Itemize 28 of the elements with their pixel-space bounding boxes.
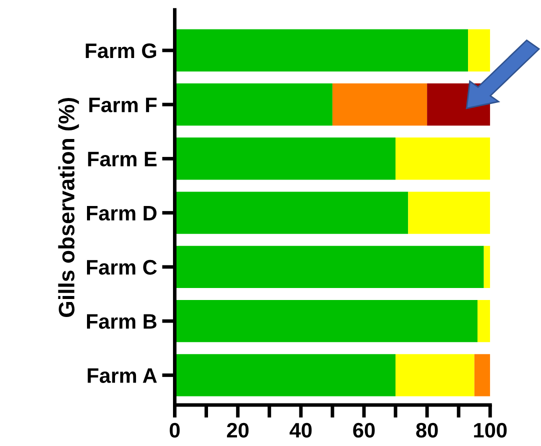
- y-axis-title: Gills observation (%): [58, 98, 79, 317]
- x-tick-label: 0: [170, 422, 180, 438]
- bar: [174, 192, 408, 234]
- bar: [408, 192, 490, 234]
- x-tick-label: 80: [416, 422, 438, 438]
- bar: [484, 246, 490, 288]
- y-tick-label: Farm G: [86, 43, 156, 58]
- bar: [174, 300, 478, 342]
- bar: [174, 354, 396, 396]
- bar: [332, 83, 428, 126]
- y-tick-label: Farm B: [87, 314, 156, 329]
- x-tick-label: 20: [226, 422, 249, 438]
- y-tick-label: Farm E: [88, 152, 157, 166]
- bar: [468, 29, 490, 72]
- y-tick-label: Farm A: [88, 368, 157, 383]
- bar: [174, 246, 484, 288]
- x-tick-label: 40: [290, 422, 312, 438]
- bar: [396, 354, 474, 396]
- bar: [174, 83, 332, 126]
- y-tick-label: Farm D: [87, 206, 157, 221]
- x-tick-label: 60: [353, 422, 375, 438]
- bar: [174, 138, 396, 180]
- bar: [396, 138, 490, 180]
- y-tick-label: Farm C: [87, 260, 157, 275]
- bar: [474, 354, 490, 396]
- bar: [478, 300, 490, 342]
- y-tick-label: Farm F: [89, 98, 157, 112]
- x-tick-label: 100: [474, 422, 507, 438]
